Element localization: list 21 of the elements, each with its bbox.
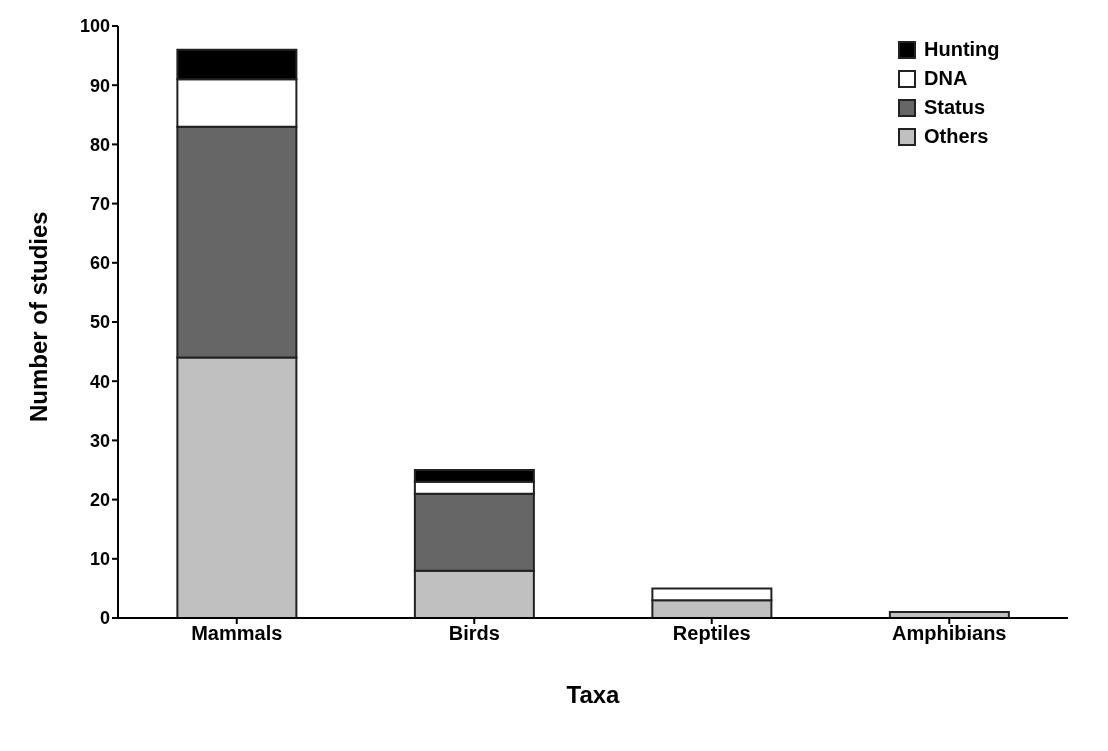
legend-label: Status (924, 96, 986, 119)
y-tick-label: 50 (89, 312, 110, 333)
y-tick-label: 90 (89, 75, 110, 96)
legend-label: DNA (924, 67, 968, 90)
x-axis-title: Taxa (566, 681, 621, 708)
x-tick-label: Reptiles (672, 622, 751, 645)
y-tick-label: 30 (89, 430, 110, 451)
legend-label: Hunting (924, 38, 1000, 61)
x-tick-label: Mammals (191, 622, 283, 645)
legend-label: Others (924, 125, 989, 148)
y-tick-label: 0 (99, 608, 110, 629)
x-tick-label: Amphibians (892, 622, 1007, 645)
y-tick-label: 10 (89, 549, 110, 570)
y-tick-label: 100 (79, 16, 110, 37)
y-axis-title: Number of studies (24, 211, 52, 422)
y-tick-label: 70 (89, 193, 110, 214)
y-tick-label: 60 (89, 253, 110, 274)
y-tick-label: 80 (89, 134, 110, 155)
y-tick-label: 20 (89, 489, 110, 510)
x-tick-label: Birds (448, 622, 500, 645)
y-tick-label: 40 (89, 371, 110, 392)
